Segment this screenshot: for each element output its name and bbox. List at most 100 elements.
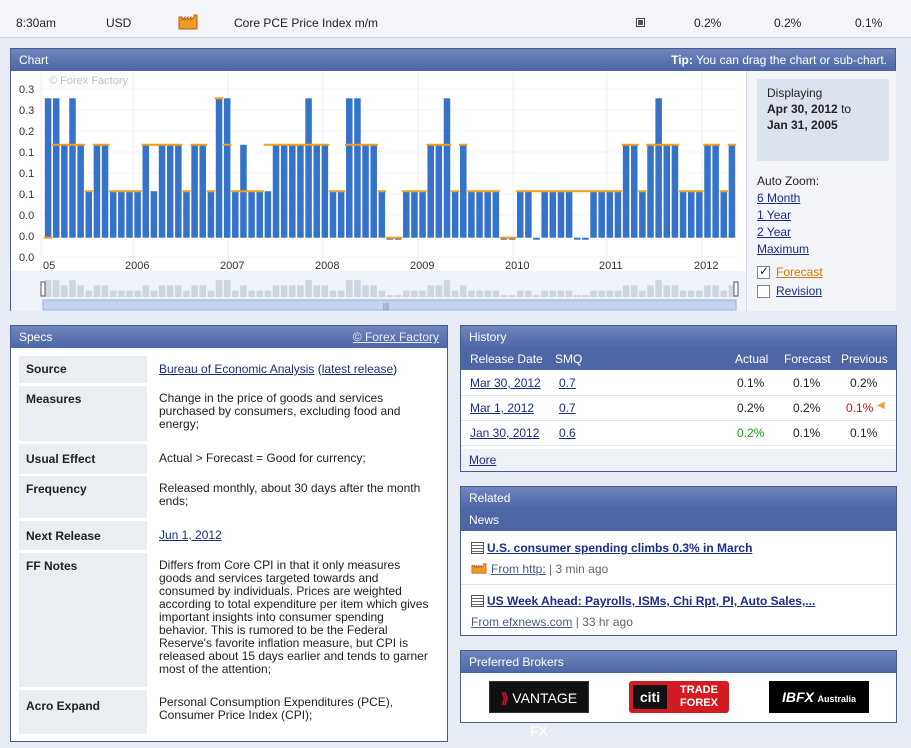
data-bar (313, 144, 320, 238)
navigator-bar (679, 290, 687, 297)
navigator-bar (370, 285, 377, 297)
navigator-bar (435, 285, 443, 297)
navigator-bar (647, 285, 654, 297)
data-bar (69, 98, 76, 238)
specs-credit-link[interactable]: © Forex Factory (352, 330, 439, 344)
latest-release-link[interactable]: latest release (321, 362, 394, 376)
history-date-link[interactable]: Mar 30, 2012 (470, 376, 541, 390)
zoom-2-year-link[interactable]: 2 Year (757, 225, 792, 239)
chart-header: Chart Tip: You can drag the chart or sub… (11, 49, 895, 71)
navigator-selection[interactable] (42, 299, 737, 311)
navigator-left-handle[interactable] (40, 281, 46, 297)
news-age: | 3 min ago (549, 562, 609, 576)
history-date-link[interactable]: Mar 1, 2012 (470, 401, 535, 415)
revision-link[interactable]: Revision (776, 284, 823, 298)
forecast-marker (467, 190, 476, 193)
data-bar (443, 98, 451, 238)
forecast-toggle[interactable]: Forecast (757, 264, 823, 279)
event-row[interactable]: 8:30am USD Core PCE Price Index m/m 0.2%… (0, 0, 911, 38)
data-bar (671, 144, 679, 238)
news-source-link[interactable]: From efxnews.com (471, 615, 573, 629)
navigator-bar (655, 280, 662, 297)
navigator-bar (525, 290, 532, 297)
revision-toggle[interactable]: Revision (757, 284, 822, 298)
vantage-fx-logo[interactable]: ⟫ VANTAGE FX (489, 681, 589, 739)
news-source-link[interactable]: From http: (491, 562, 546, 576)
navigator-bar (484, 290, 491, 297)
data-bar (370, 144, 377, 238)
news-headline-link[interactable]: US Week Ahead: Payrolls, ISMs, Chi Rpt, … (471, 594, 891, 608)
price-index-chart[interactable]: 0.3 0.3 0.2 0.1 0.1 0.1 0.0 0.0 0.0 05 2006 2007 20… (11, 71, 746, 311)
navigator-bar (419, 290, 426, 297)
data-bar (354, 98, 361, 238)
revision-checkbox[interactable] (757, 285, 770, 298)
news-age: | 33 hr ago (575, 615, 633, 629)
navigator-bar (354, 280, 361, 297)
zoom-1-year-link[interactable]: 1 Year (757, 208, 792, 222)
data-bar (362, 144, 369, 238)
forecast-marker (703, 143, 712, 146)
source-link[interactable]: Bureau of Economic Analysis (159, 362, 315, 376)
data-bar (142, 144, 150, 238)
data-bar (264, 191, 272, 238)
related-panel: Related News U.S. consumer spending clim… (460, 486, 897, 636)
data-bar (150, 191, 158, 238)
history-forecast: 0.2% (793, 401, 821, 415)
navigator-bar (427, 285, 434, 297)
navigator-bar (264, 290, 272, 297)
navigator-right-handle[interactable] (733, 281, 739, 297)
forecast-marker (491, 190, 501, 193)
forecast-marker (450, 190, 460, 193)
history-actual: 0.2% (737, 401, 765, 415)
tip-label: Tip: (671, 53, 693, 67)
history-date-link[interactable]: Jan 30, 2012 (470, 426, 540, 440)
ibfx-australia-logo[interactable]: IBFX Australia (769, 681, 869, 713)
forecast-marker (255, 190, 264, 193)
data-bar (134, 191, 141, 238)
forecast-marker (410, 190, 419, 193)
data-bar (166, 144, 174, 238)
data-bar (557, 191, 565, 238)
spec-key-acro-expand: Acro Expand (19, 690, 147, 734)
forecast-marker (646, 143, 655, 146)
forecast-link[interactable]: Forecast (776, 265, 823, 279)
forecast-marker (263, 143, 273, 146)
history-more-link[interactable]: More (469, 453, 497, 467)
navigator-bar (289, 285, 296, 297)
forecast-marker (385, 236, 395, 239)
history-actual: 0.2% (737, 426, 765, 440)
forecast-checkbox[interactable] (757, 264, 770, 279)
history-row: Jan 30, 2012 0.6 0.2% 0.1% 0.1% (461, 421, 896, 446)
data-bar (280, 144, 288, 238)
navigator-bar (362, 285, 369, 297)
data-bar (52, 98, 60, 238)
zoom-6-month-link[interactable]: 6 Month (757, 191, 801, 205)
spec-value-usual-effect: Actual > Forecast = Good for currency; (159, 451, 366, 465)
zoom-maximum-link[interactable]: Maximum (757, 242, 810, 256)
news-meta: From efxnews.com | 33 hr ago (471, 615, 891, 629)
australia-text: Australia (817, 694, 857, 704)
history-smq-link[interactable]: 0.6 (559, 426, 576, 440)
data-bar (712, 144, 719, 238)
detail-toggle-icon[interactable] (636, 18, 645, 27)
history-smq-link[interactable]: 0.7 (559, 401, 576, 415)
y-tick-label: 0.3 (19, 105, 34, 117)
forecast-marker (43, 236, 53, 239)
next-release-link[interactable]: Jun 1, 2012 (159, 528, 222, 542)
y-tick-label: 0.1 (19, 147, 34, 159)
range-to: to (841, 102, 852, 116)
forecast-marker (76, 143, 85, 146)
history-smq-link[interactable]: 0.7 (559, 376, 576, 390)
news-headline-link[interactable]: U.S. consumer spending climbs 0.3% in Ma… (471, 541, 891, 555)
forecast-marker (426, 143, 435, 146)
news-divider (461, 584, 896, 585)
col-forecast: Forecast (784, 352, 831, 366)
brokers-header: Preferred Brokers (461, 651, 896, 673)
navigator-grip-icon[interactable]: ||| (383, 302, 389, 311)
data-bar (191, 144, 198, 238)
news-subheader: News (461, 509, 896, 531)
forecast-marker (320, 143, 330, 146)
data-bar (337, 191, 345, 238)
navigator-bar (280, 285, 288, 297)
citi-trade-forex-logo[interactable]: citi TRADE FOREX (629, 681, 729, 713)
